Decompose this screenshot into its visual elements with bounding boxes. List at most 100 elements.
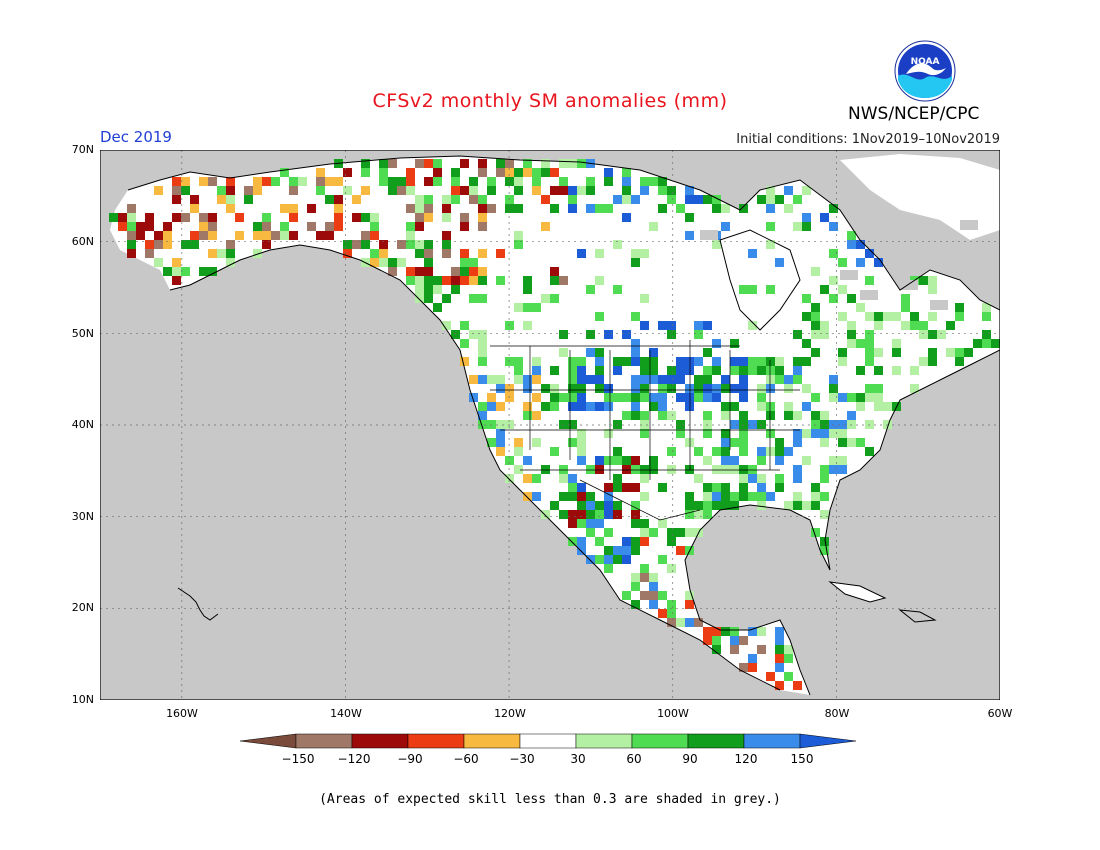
anomaly-cell: [640, 177, 649, 186]
anomaly-cell: [721, 222, 730, 231]
anomaly-cell: [550, 402, 559, 411]
anomaly-cell: [442, 204, 451, 213]
lon-label-100w: 100W: [657, 707, 689, 720]
anomaly-cell: [721, 627, 730, 636]
anomaly-cell: [757, 645, 766, 654]
anomaly-cell: [280, 204, 289, 213]
anomaly-cell: [865, 420, 874, 429]
anomaly-cell: [748, 492, 757, 501]
anomaly-cell: [820, 474, 829, 483]
anomaly-cell: [604, 501, 613, 510]
anomaly-cell: [487, 177, 496, 186]
anomaly-cell: [424, 285, 433, 294]
lon-label-60w: 60W: [987, 707, 1013, 720]
legend-swatch-120_150: [743, 733, 801, 749]
anomaly-cell: [847, 393, 856, 402]
legend-swatch--120_-90: [351, 733, 409, 749]
anomaly-cell: [838, 258, 847, 267]
anomaly-cell: [271, 177, 280, 186]
anomaly-cell: [541, 384, 550, 393]
anomaly-cell: [712, 240, 721, 249]
anomaly-cell: [658, 384, 667, 393]
anomaly-cell: [712, 447, 721, 456]
anomaly-cell: [577, 159, 586, 168]
anomaly-cell: [820, 510, 829, 519]
anomaly-cell: [721, 456, 730, 465]
anomaly-cell: [109, 213, 118, 222]
anomaly-cell: [622, 213, 631, 222]
anomaly-cell: [685, 501, 694, 510]
lat-label-60n: 60N: [71, 235, 94, 248]
anomaly-cell: [766, 222, 775, 231]
anomaly-cell: [370, 213, 379, 222]
anomaly-cell: [595, 366, 604, 375]
anomaly-cell: [748, 249, 757, 258]
anomaly-cell: [892, 312, 901, 321]
anomaly-cell: [685, 465, 694, 474]
anomaly-cell: [667, 528, 676, 537]
anomaly-cell: [694, 375, 703, 384]
anomaly-cell: [550, 447, 559, 456]
anomaly-cell: [361, 213, 370, 222]
anomaly-cell: [703, 429, 712, 438]
lon-label-160w: 160W: [166, 707, 198, 720]
anomaly-cell: [613, 285, 622, 294]
anomaly-cell: [514, 375, 523, 384]
anomaly-cell: [739, 447, 748, 456]
anomaly-cell: [676, 429, 685, 438]
anomaly-cell: [658, 411, 667, 420]
anomaly-cell: [280, 222, 289, 231]
anomaly-cell: [595, 357, 604, 366]
anomaly-cell: [802, 339, 811, 348]
anomaly-cell: [604, 546, 613, 555]
anomaly-cell: [577, 492, 586, 501]
anomaly-cell: [595, 312, 604, 321]
anomaly-cell: [658, 321, 667, 330]
lat-label-20n: 20N: [71, 601, 94, 614]
anomaly-cell: [136, 222, 145, 231]
anomaly-cell: [208, 177, 217, 186]
anomaly-cell: [730, 501, 739, 510]
anomaly-cell: [748, 627, 757, 636]
anomaly-cell: [604, 555, 613, 564]
anomaly-cell: [613, 393, 622, 402]
anomaly-cell: [577, 519, 586, 528]
anomaly-cell: [487, 402, 496, 411]
anomaly-cell: [541, 159, 550, 168]
anomaly-cell: [703, 348, 712, 357]
anomaly-cell: [388, 267, 397, 276]
anomaly-cell: [406, 231, 415, 240]
anomaly-cell: [775, 627, 784, 636]
anomaly-cell: [190, 231, 199, 240]
anomaly-cell: [505, 321, 514, 330]
anomaly-cell: [496, 420, 505, 429]
anomaly-cell: [784, 411, 793, 420]
anomaly-cell: [676, 393, 685, 402]
anomaly-cell: [568, 357, 577, 366]
anomaly-cell: [649, 528, 658, 537]
noaa-logo: NOAA: [894, 40, 956, 102]
anomaly-cell: [568, 510, 577, 519]
anomaly-cell: [262, 222, 271, 231]
anomaly-cell: [847, 438, 856, 447]
anomaly-cell: [487, 186, 496, 195]
anomaly-cell: [649, 582, 658, 591]
anomaly-cell: [640, 573, 649, 582]
anomaly-cell: [172, 195, 181, 204]
anomaly-cell: [694, 474, 703, 483]
anomaly-cell: [505, 474, 514, 483]
anomaly-cell: [487, 393, 496, 402]
anomaly-cell: [694, 501, 703, 510]
anomaly-cell: [811, 267, 820, 276]
initial-conditions: Initial conditions: 1Nov2019–10Nov2019: [736, 132, 1000, 147]
lon-label-140w: 140W: [330, 707, 362, 720]
anomaly-cell: [631, 357, 640, 366]
anomaly-cell: [316, 186, 325, 195]
anomaly-cell: [487, 375, 496, 384]
anomaly-cell: [397, 258, 406, 267]
anomaly-cell: [856, 438, 865, 447]
anomaly-cell: [568, 402, 577, 411]
anomaly-cell: [793, 492, 802, 501]
anomaly-cell: [649, 393, 658, 402]
anomaly-cell: [352, 213, 361, 222]
